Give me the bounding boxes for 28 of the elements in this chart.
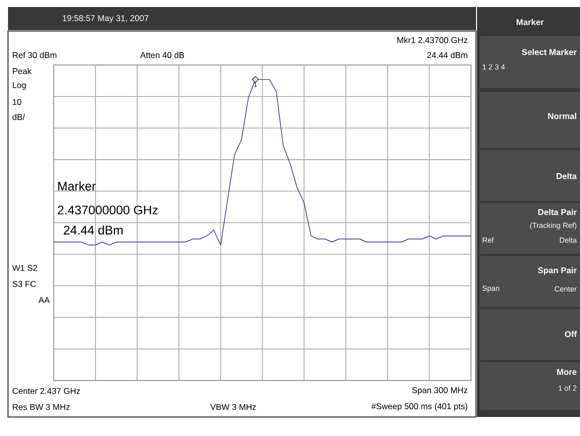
text: Mkr1 2.43700 GHz (397, 36, 468, 44)
text: Log (12, 82, 26, 90)
text: Ref 30 dBm (12, 52, 56, 58)
text: Delta Pair (538, 208, 577, 216)
text: #Sweep 500 ms (401 pts) (371, 403, 468, 411)
text: Center 2.437 GHz (12, 388, 80, 394)
text: dB/ (12, 114, 25, 120)
text: Select Marker (522, 48, 577, 56)
text: Marker (516, 18, 544, 26)
text: 24.44 dBm (427, 52, 468, 58)
text: Span 300 MHz (412, 387, 468, 395)
text: Normal (548, 112, 576, 120)
text: VBW 3 MHz (210, 404, 256, 410)
text: AA (38, 297, 50, 303)
text: Delta (556, 172, 577, 180)
text: 10 (12, 98, 22, 105)
annotation: 2.437000000 GHz (58, 206, 158, 214)
text: S3 FC (12, 280, 36, 287)
text: Peak (12, 68, 32, 74)
text: W1 S2 (12, 264, 38, 271)
text: More (557, 369, 577, 375)
annotation: 24.44 dBm (64, 225, 123, 235)
annotation: Marker (58, 181, 96, 191)
text: Atten 40 dB (140, 52, 184, 58)
text: Off (564, 330, 577, 338)
text: Span Pair (538, 267, 577, 275)
text: Res BW 3 MHz (12, 404, 70, 410)
text: 19:58:57 May 31, 2007 (62, 15, 148, 23)
